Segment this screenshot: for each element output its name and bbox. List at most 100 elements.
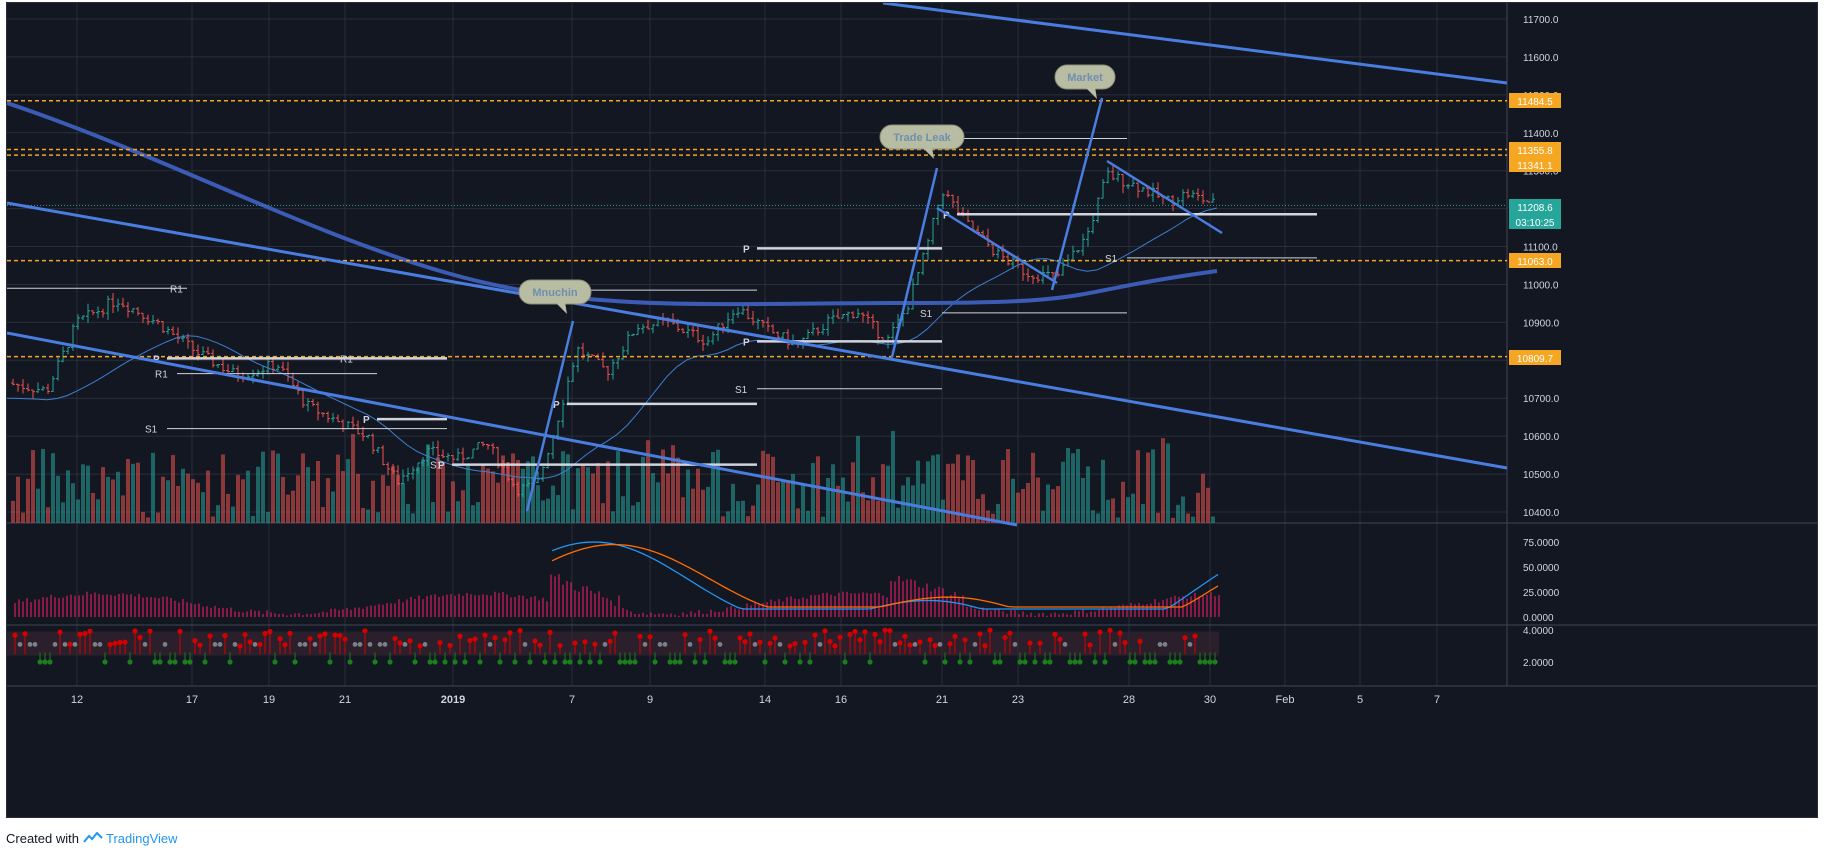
signal-dot-red (237, 643, 243, 649)
volume-bar (1116, 517, 1120, 523)
volume-bar (926, 461, 930, 523)
signal-dot-red (772, 635, 778, 641)
signal-dot-green (1017, 659, 1023, 665)
signal-dot-green (157, 659, 163, 665)
signal-dot-red (832, 643, 838, 649)
signal-dot-red (582, 639, 588, 645)
volume-bar (581, 465, 585, 523)
volume-bar (571, 509, 575, 523)
volume-bar (811, 462, 815, 523)
annotation-bubble: Mnuchin (518, 279, 592, 314)
volume-bar (11, 500, 15, 523)
volume-bar (101, 467, 105, 523)
volume-bar (506, 462, 510, 523)
price-tick-label: 10700.0 (1523, 394, 1560, 405)
volume-bar (481, 464, 485, 523)
volume-bar (556, 495, 560, 523)
volume-bar (641, 456, 645, 523)
volume-bar (476, 502, 480, 523)
signal-dot-gray (1012, 642, 1018, 647)
signal-dot-red (277, 636, 283, 642)
volume-bar (486, 468, 490, 523)
volume-bar (151, 452, 155, 523)
price-tick-label: 10500.0 (1523, 470, 1560, 481)
volume-bar (331, 491, 335, 523)
tradingview-link[interactable]: TradingView (83, 831, 178, 846)
volume-bar (976, 498, 980, 523)
annotation-pointer (555, 302, 567, 314)
signal-dot-green (617, 659, 623, 665)
volume-bar (686, 469, 690, 523)
volume-bar (1026, 483, 1030, 523)
signal-dot-green (477, 659, 483, 665)
time-tick-label: 23 (1012, 694, 1024, 706)
volume-bar (881, 464, 885, 523)
chart-svg[interactable]: R1PR1S1R1PPS1PR1PS1PS1R1PS1MnuchinTrade … (7, 3, 1818, 818)
signal-dot-red (1027, 640, 1033, 646)
signal-dot-red (712, 635, 718, 641)
volume-bar (491, 471, 495, 523)
signal-dot-red (437, 640, 443, 646)
volume-bar (1151, 449, 1155, 523)
price-tag-label: 11484.5 (1517, 97, 1553, 108)
signal-dot-red (557, 642, 563, 649)
signal-dot-gray (777, 642, 783, 647)
signal-dot-green (1167, 659, 1173, 665)
volume-bar (956, 454, 960, 523)
signal-dot-green (942, 659, 948, 665)
signal-dot-green (527, 659, 533, 665)
signal-dot-gray (312, 642, 318, 647)
volume-bar (131, 463, 135, 523)
chart-frame[interactable]: R1PR1S1R1PPS1PR1PS1PS1R1PS1MnuchinTrade … (6, 2, 1818, 818)
signal-dot-gray (602, 642, 608, 647)
volume-bar (31, 450, 35, 523)
volume-bar (276, 453, 280, 523)
volume-bar (116, 471, 120, 523)
signal-dot-red (1192, 633, 1198, 639)
volume-bar (761, 450, 765, 523)
signal-dot-green (1067, 659, 1073, 665)
volume-bar (241, 479, 245, 523)
signal-dot-red (932, 642, 938, 649)
pivot-label: S1 (735, 385, 748, 396)
signal-dot-red (737, 635, 743, 641)
signal-dot-red (897, 640, 903, 646)
signal-dot-gray (252, 642, 258, 647)
price-tag-label: 11355.8 (1517, 146, 1553, 157)
volume-bar (746, 516, 750, 523)
signal-dot-green (677, 659, 683, 665)
signal-dot-red (917, 639, 923, 645)
volume-bar (936, 454, 940, 523)
signal-dot-red (822, 628, 828, 634)
footer-prefix: Created with (6, 830, 79, 846)
volume-bar (871, 477, 875, 523)
volume-bar (796, 508, 800, 523)
signal-dot-green (452, 659, 458, 665)
signal-dot-red (137, 634, 143, 641)
volume-bar (661, 449, 665, 523)
volume-bar (1001, 459, 1005, 523)
signal-dot-red (1082, 631, 1088, 637)
signal-dot-gray (717, 642, 723, 647)
volume-bar (866, 500, 870, 523)
signal-dot-red (802, 639, 808, 645)
volume-bar (1186, 513, 1190, 523)
volume-bar (906, 477, 910, 523)
volume-bar (386, 485, 390, 523)
volume-bar (651, 473, 655, 523)
volume-bar (876, 500, 880, 523)
stoch-tick-label: 75.0000 (1523, 538, 1560, 549)
volume-bar (611, 511, 615, 523)
annotation-bubble: Trade Leak (879, 124, 965, 159)
volume-bar (156, 512, 160, 523)
signal-dot-red (287, 630, 293, 636)
signal-dot-green (1072, 659, 1078, 665)
price-tick-label: 11100.0 (1523, 243, 1558, 254)
signal-dot-red (592, 641, 598, 647)
signal-dot-green (442, 659, 448, 665)
signal-dot-red (332, 632, 338, 638)
signal-dot-green (1202, 659, 1208, 665)
volume-bar (1161, 438, 1165, 523)
price-tag-box (1509, 253, 1561, 268)
volume-bar (671, 445, 675, 523)
